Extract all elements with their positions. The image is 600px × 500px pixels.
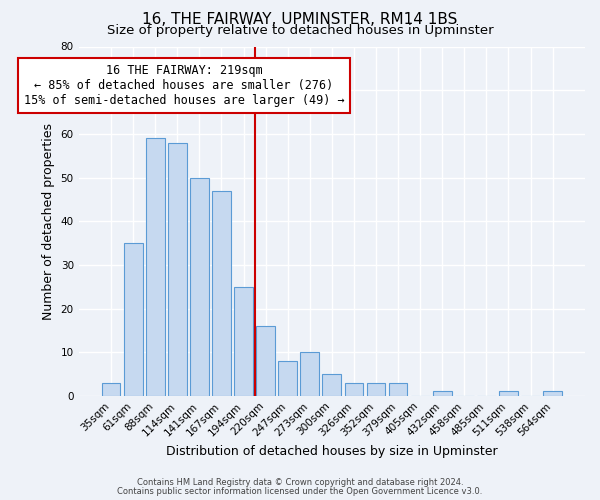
Bar: [433, 392, 452, 396]
Bar: [146, 138, 164, 396]
Text: Contains HM Land Registry data © Crown copyright and database right 2024.: Contains HM Land Registry data © Crown c…: [137, 478, 463, 487]
Y-axis label: Number of detached properties: Number of detached properties: [42, 122, 55, 320]
Bar: [367, 382, 385, 396]
Bar: [543, 392, 562, 396]
Bar: [389, 382, 407, 396]
Bar: [256, 326, 275, 396]
Bar: [278, 361, 297, 396]
Text: 16 THE FAIRWAY: 219sqm
← 85% of detached houses are smaller (276)
15% of semi-de: 16 THE FAIRWAY: 219sqm ← 85% of detached…: [23, 64, 344, 107]
Bar: [322, 374, 341, 396]
Bar: [212, 190, 231, 396]
Text: Contains public sector information licensed under the Open Government Licence v3: Contains public sector information licen…: [118, 487, 482, 496]
Text: 16, THE FAIRWAY, UPMINSTER, RM14 1BS: 16, THE FAIRWAY, UPMINSTER, RM14 1BS: [142, 12, 458, 28]
Text: Size of property relative to detached houses in Upminster: Size of property relative to detached ho…: [107, 24, 493, 37]
Bar: [301, 352, 319, 396]
Bar: [101, 382, 121, 396]
Bar: [190, 178, 209, 396]
Bar: [124, 243, 143, 396]
Bar: [499, 392, 518, 396]
X-axis label: Distribution of detached houses by size in Upminster: Distribution of detached houses by size …: [166, 444, 497, 458]
Bar: [168, 142, 187, 396]
Bar: [234, 286, 253, 396]
Bar: [344, 382, 363, 396]
